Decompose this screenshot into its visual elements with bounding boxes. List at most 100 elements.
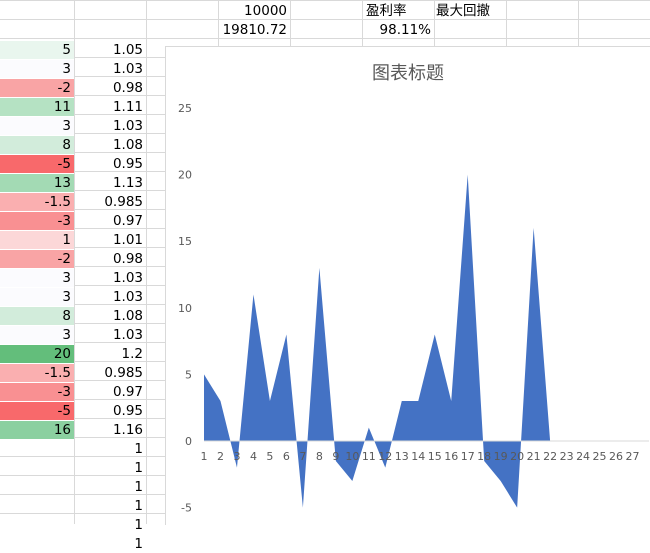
chart-title: 图表标题 bbox=[372, 63, 444, 84]
ratio-cell[interactable]: 0.98 bbox=[112, 80, 143, 96]
y-tick-label: 10 bbox=[178, 302, 192, 315]
change-cell[interactable]: -3 bbox=[0, 212, 74, 230]
change-cell[interactable]: 3 bbox=[0, 117, 74, 135]
x-tick-label: 18 bbox=[477, 450, 491, 463]
column-divider bbox=[74, 0, 75, 524]
change-cell[interactable]: 20 bbox=[0, 345, 74, 363]
change-cell[interactable] bbox=[0, 516, 74, 534]
change-cell[interactable] bbox=[0, 478, 74, 496]
ratio-cell[interactable]: 1.03 bbox=[112, 270, 143, 286]
column-divider bbox=[146, 0, 147, 524]
x-tick-label: 22 bbox=[543, 450, 557, 463]
ratio-cell[interactable]: 1 bbox=[134, 536, 143, 552]
x-tick-label: 14 bbox=[411, 450, 425, 463]
ratio-cell[interactable]: 1 bbox=[134, 441, 143, 457]
ratio-cell[interactable]: 1.01 bbox=[112, 232, 143, 248]
ratio-cell[interactable]: 1.16 bbox=[112, 422, 143, 438]
row-divider bbox=[0, 0, 650, 1]
ratio-cell[interactable]: 1.03 bbox=[112, 118, 143, 134]
x-tick-label: 24 bbox=[576, 450, 590, 463]
ratio-cell[interactable]: 1.13 bbox=[112, 175, 143, 191]
x-tick-label: 9 bbox=[332, 450, 339, 463]
y-tick-label: 15 bbox=[178, 235, 192, 248]
x-tick-label: 3 bbox=[233, 450, 240, 463]
profit-rate-cell[interactable]: 98.11% bbox=[379, 22, 431, 38]
x-tick-label: 7 bbox=[299, 450, 306, 463]
ratio-cell[interactable]: 1 bbox=[134, 460, 143, 476]
ratio-cell[interactable]: 0.95 bbox=[112, 403, 143, 419]
change-cell[interactable]: -3 bbox=[0, 383, 74, 401]
row-divider bbox=[0, 38, 650, 39]
row-divider bbox=[0, 19, 650, 20]
x-tick-label: 11 bbox=[362, 450, 376, 463]
ratio-cell[interactable]: 0.97 bbox=[112, 384, 143, 400]
change-cell[interactable]: 8 bbox=[0, 307, 74, 325]
x-tick-label: 20 bbox=[510, 450, 524, 463]
ratio-cell[interactable]: 0.98 bbox=[112, 251, 143, 267]
ratio-cell[interactable]: 0.985 bbox=[104, 365, 143, 381]
change-cell[interactable]: 8 bbox=[0, 136, 74, 154]
ratio-cell[interactable]: 0.985 bbox=[104, 194, 143, 210]
x-tick-label: 12 bbox=[378, 450, 392, 463]
x-tick-label: 15 bbox=[428, 450, 442, 463]
x-tick-label: 1 bbox=[201, 450, 208, 463]
area-series bbox=[204, 174, 633, 508]
x-tick-label: 16 bbox=[444, 450, 458, 463]
ratio-cell[interactable]: 1.2 bbox=[121, 346, 143, 362]
x-tick-label: 19 bbox=[494, 450, 508, 463]
change-cell[interactable] bbox=[0, 535, 74, 553]
x-tick-label: 8 bbox=[316, 450, 323, 463]
y-tick-label: 0 bbox=[185, 435, 192, 448]
chart-panel[interactable]: 图表标题 -5 0 5 10 15 20 25 1 2 3 4 5 6 7 8 9 10 11 12 13 14 15 16 1… bbox=[165, 46, 650, 525]
x-tick-label: 10 bbox=[345, 450, 359, 463]
change-cell[interactable]: 16 bbox=[0, 421, 74, 439]
change-cell[interactable]: -1.5 bbox=[0, 364, 74, 382]
ratio-cell[interactable]: 1.08 bbox=[112, 137, 143, 153]
change-cell[interactable]: 11 bbox=[0, 98, 74, 116]
change-cell[interactable] bbox=[0, 497, 74, 515]
x-tick-label: 21 bbox=[527, 450, 541, 463]
x-tick-label: 13 bbox=[395, 450, 409, 463]
y-tick-label: -5 bbox=[181, 502, 192, 515]
change-cell[interactable]: 3 bbox=[0, 269, 74, 287]
ratio-cell[interactable]: 1.05 bbox=[112, 42, 143, 58]
profit-rate-label-cell[interactable]: 盈利率 bbox=[366, 3, 407, 19]
x-tick-label: 26 bbox=[609, 450, 623, 463]
change-cell[interactable]: -2 bbox=[0, 250, 74, 268]
y-tick-label: 5 bbox=[185, 368, 192, 381]
x-tick-label: 23 bbox=[560, 450, 574, 463]
x-tick-label: 17 bbox=[461, 450, 475, 463]
y-tick-label: 25 bbox=[178, 102, 192, 115]
change-cell[interactable]: -5 bbox=[0, 402, 74, 420]
change-cell[interactable]: 3 bbox=[0, 326, 74, 344]
change-cell[interactable]: 3 bbox=[0, 60, 74, 78]
change-cell[interactable]: -2 bbox=[0, 79, 74, 97]
final-value-cell[interactable]: 19810.72 bbox=[222, 22, 287, 38]
ratio-cell[interactable]: 1.08 bbox=[112, 308, 143, 324]
ratio-cell[interactable]: 1.11 bbox=[112, 99, 143, 115]
x-tick-label: 5 bbox=[266, 450, 273, 463]
ratio-cell[interactable]: 1.03 bbox=[112, 61, 143, 77]
x-tick-label: 6 bbox=[283, 450, 290, 463]
x-tick-label: 4 bbox=[250, 450, 257, 463]
change-cell[interactable]: 3 bbox=[0, 288, 74, 306]
ratio-cell[interactable]: 1 bbox=[134, 517, 143, 533]
change-cell[interactable] bbox=[0, 440, 74, 458]
ratio-cell[interactable]: 0.97 bbox=[112, 213, 143, 229]
ratio-cell[interactable]: 1 bbox=[134, 479, 143, 495]
ratio-cell[interactable]: 1.03 bbox=[112, 327, 143, 343]
change-cell[interactable]: 5 bbox=[0, 41, 74, 59]
change-cell[interactable]: -5 bbox=[0, 155, 74, 173]
ratio-cell[interactable]: 1.03 bbox=[112, 289, 143, 305]
x-tick-label: 27 bbox=[626, 450, 640, 463]
ratio-cell[interactable]: 1 bbox=[134, 498, 143, 514]
max-drawdown-label-cell[interactable]: 最大回撤 bbox=[436, 3, 490, 19]
change-cell[interactable]: 1 bbox=[0, 231, 74, 249]
change-cell[interactable]: 13 bbox=[0, 174, 74, 192]
change-cell[interactable]: -1.5 bbox=[0, 193, 74, 211]
x-tick-label: 25 bbox=[593, 450, 607, 463]
capital-cell[interactable]: 10000 bbox=[244, 3, 287, 19]
change-cell[interactable] bbox=[0, 459, 74, 477]
ratio-cell[interactable]: 0.95 bbox=[112, 156, 143, 172]
